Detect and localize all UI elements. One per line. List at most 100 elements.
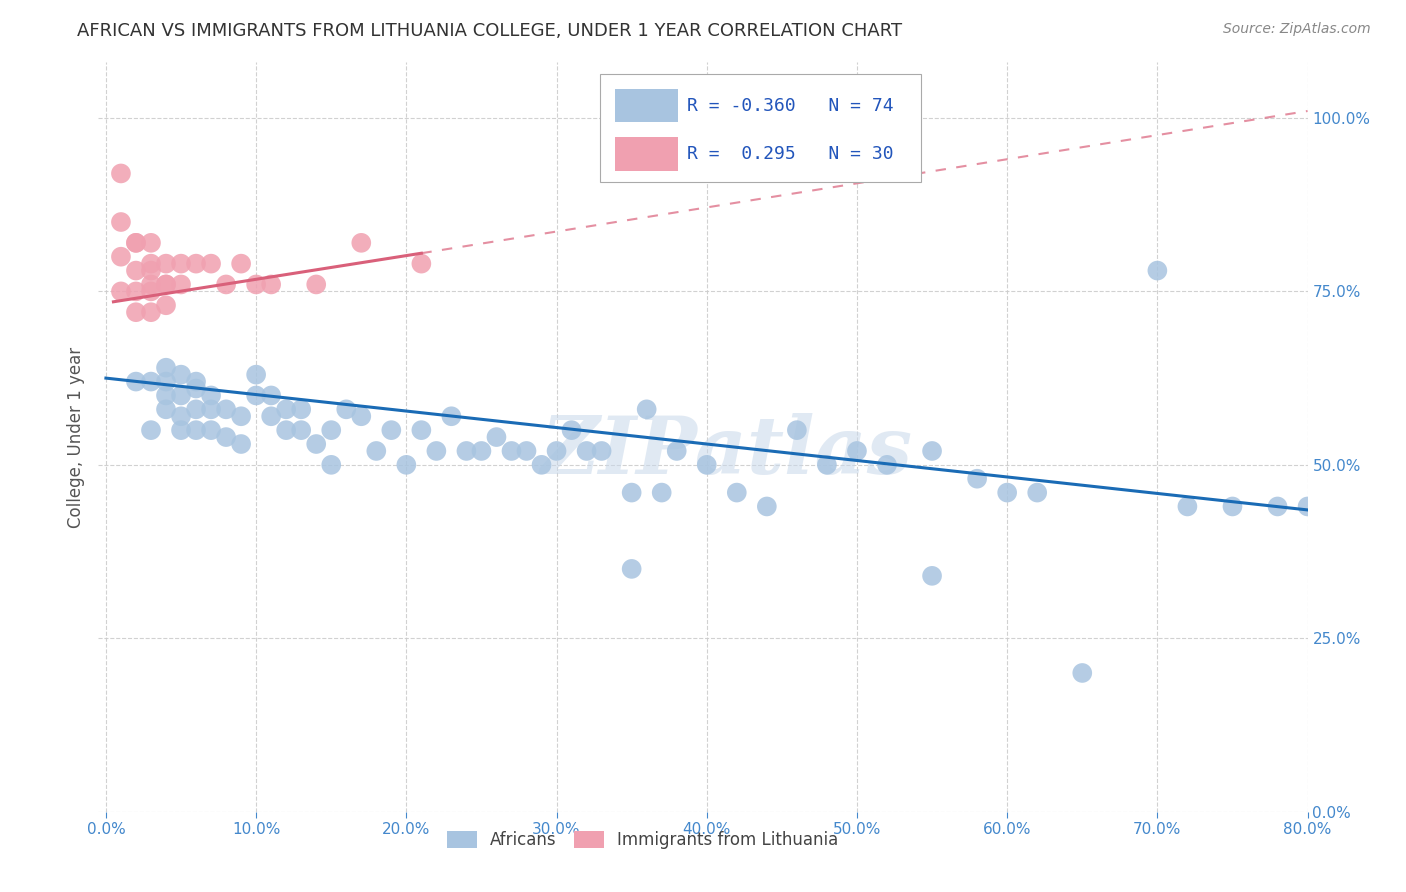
Point [530, 458, 553, 472]
Point [200, 402, 222, 417]
Point [425, 444, 447, 458]
Point [155, 375, 177, 389]
Point [139, 263, 162, 277]
Point [110, 215, 132, 229]
Point [125, 285, 148, 299]
Point [139, 305, 162, 319]
Text: ZIPatlas: ZIPatlas [541, 413, 914, 491]
Point [276, 423, 298, 437]
Point [229, 257, 252, 271]
Point [215, 277, 238, 292]
Point [440, 409, 463, 424]
Y-axis label: College, Under 1 year: College, Under 1 year [66, 346, 84, 528]
Point [575, 444, 598, 458]
Point [1177, 500, 1199, 514]
Point [200, 257, 222, 271]
Point [515, 444, 537, 458]
Point [110, 285, 132, 299]
Point [561, 423, 583, 437]
Text: R = -0.360   N = 74: R = -0.360 N = 74 [688, 96, 894, 114]
Point [215, 430, 238, 444]
Point [200, 423, 222, 437]
Point [305, 277, 328, 292]
Point [170, 277, 193, 292]
Point [290, 423, 312, 437]
Point [725, 485, 748, 500]
Point [215, 402, 238, 417]
Point [366, 444, 388, 458]
Point [501, 444, 523, 458]
Point [335, 402, 357, 417]
Point [139, 423, 162, 437]
Point [350, 235, 373, 250]
Point [995, 485, 1018, 500]
Point [1146, 263, 1168, 277]
Point [229, 437, 252, 451]
Point [1026, 485, 1049, 500]
Text: AFRICAN VS IMMIGRANTS FROM LITHUANIA COLLEGE, UNDER 1 YEAR CORRELATION CHART: AFRICAN VS IMMIGRANTS FROM LITHUANIA COL… [77, 22, 903, 40]
Point [620, 485, 643, 500]
Point [380, 423, 402, 437]
Point [260, 388, 283, 402]
Point [155, 360, 177, 375]
Point [321, 423, 343, 437]
Point [876, 458, 898, 472]
Point [276, 402, 298, 417]
Point [636, 402, 658, 417]
Point [620, 562, 643, 576]
Point [184, 402, 207, 417]
Text: Source: ZipAtlas.com: Source: ZipAtlas.com [1223, 22, 1371, 37]
Point [184, 257, 207, 271]
Point [411, 257, 433, 271]
Point [846, 444, 869, 458]
Point [110, 166, 132, 180]
Legend: Africans, Immigrants from Lithuania: Africans, Immigrants from Lithuania [440, 824, 845, 855]
Point [395, 458, 418, 472]
Point [155, 298, 177, 312]
Point [665, 444, 688, 458]
Point [155, 388, 177, 402]
Point [591, 444, 613, 458]
Point [170, 368, 193, 382]
Point [456, 444, 478, 458]
Point [184, 375, 207, 389]
Point [921, 569, 943, 583]
Point [1267, 500, 1289, 514]
Point [139, 285, 162, 299]
Point [921, 444, 943, 458]
Point [170, 409, 193, 424]
Point [155, 277, 177, 292]
Point [139, 277, 162, 292]
Point [200, 388, 222, 402]
Point [485, 430, 508, 444]
Point [470, 444, 492, 458]
Point [184, 423, 207, 437]
Point [696, 458, 718, 472]
Point [170, 423, 193, 437]
Point [125, 375, 148, 389]
Point [260, 277, 283, 292]
Text: R =  0.295   N = 30: R = 0.295 N = 30 [688, 145, 894, 163]
Point [229, 409, 252, 424]
Point [139, 257, 162, 271]
Point [170, 388, 193, 402]
Point [139, 375, 162, 389]
Point [170, 257, 193, 271]
Point [1071, 665, 1094, 680]
Point [1222, 500, 1244, 514]
Point [755, 500, 778, 514]
Point [155, 402, 177, 417]
Point [125, 235, 148, 250]
Point [110, 250, 132, 264]
Point [350, 409, 373, 424]
FancyBboxPatch shape [600, 74, 921, 182]
Point [125, 235, 148, 250]
Point [139, 235, 162, 250]
Bar [614, 137, 678, 171]
Point [260, 409, 283, 424]
Point [245, 368, 267, 382]
Bar [614, 88, 678, 122]
Point [815, 458, 838, 472]
Point [1296, 500, 1319, 514]
Point [155, 277, 177, 292]
